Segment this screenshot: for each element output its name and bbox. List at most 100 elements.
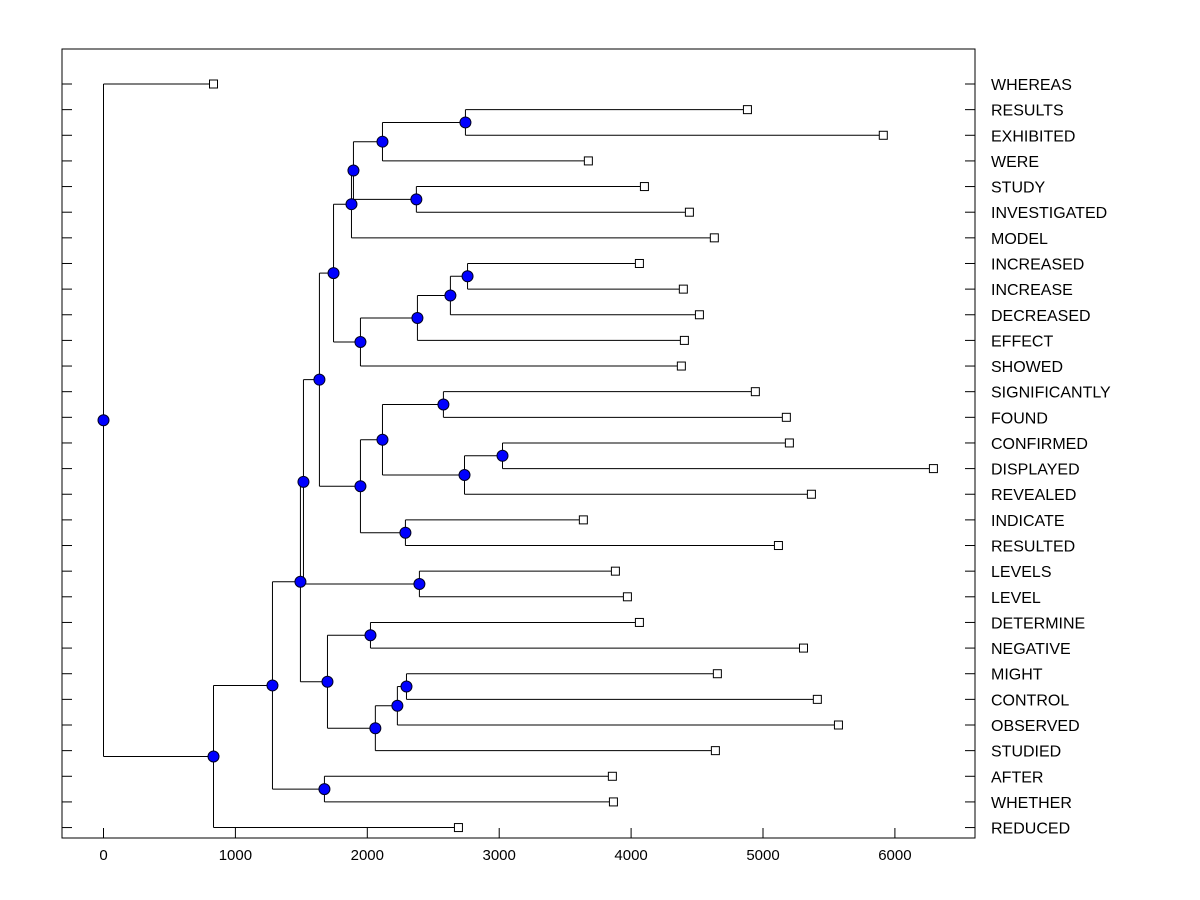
x-tick-label: 2000 (351, 847, 384, 864)
leaf-label: SIGNIFICANTLY (991, 385, 1111, 402)
leaf-label: DECREASED (991, 308, 1091, 325)
cluster-node (376, 135, 389, 148)
cluster-node (413, 577, 426, 590)
leaf-label: LEVEL (991, 590, 1041, 607)
leaf-label: CONFIRMED (991, 436, 1088, 453)
cluster-node (207, 750, 220, 763)
cluster-node (437, 398, 450, 411)
cluster-node (399, 526, 412, 539)
leaf-marker (878, 130, 888, 140)
leaf-marker (742, 105, 752, 115)
leaf-label: REDUCED (991, 821, 1070, 838)
leaf-marker (209, 79, 219, 89)
cluster-node (354, 480, 367, 493)
x-tick-label: 1000 (219, 847, 252, 864)
cluster-node (411, 311, 424, 324)
leaf-label: LEVELS (991, 564, 1051, 581)
cluster-node (496, 449, 509, 462)
cluster-node (354, 336, 367, 349)
leaf-marker (712, 669, 722, 679)
cluster-node (410, 193, 423, 206)
leaf-label: FOUND (991, 410, 1048, 427)
leaf-marker (798, 643, 808, 653)
leaf-marker (678, 284, 688, 294)
x-tick-label: 4000 (614, 847, 647, 864)
cluster-node (347, 164, 360, 177)
cluster-node (391, 699, 404, 712)
cluster-node (458, 469, 471, 482)
leaf-label: MIGHT (991, 667, 1043, 684)
leaf-marker (634, 617, 644, 627)
cluster-node (297, 475, 310, 488)
cluster-node (97, 414, 110, 427)
leaf-marker (639, 182, 649, 192)
plot-frame (61, 48, 976, 839)
leaf-marker (694, 310, 704, 320)
leaf-label: WHEREAS (991, 77, 1072, 94)
leaf-labels: WHEREAS RESULTS EXHIBITED WERE STUDY INVESTIG… (991, 77, 1111, 838)
leaf-marker (784, 438, 794, 448)
leaf-marker (634, 258, 644, 268)
x-tick-label: 0 (99, 847, 107, 864)
cluster-node (400, 680, 413, 693)
leaf-label: INCREASED (991, 256, 1084, 273)
cluster-node (459, 116, 472, 129)
leaf-label: INVESTIGATED (991, 205, 1107, 222)
leaf-marker (610, 566, 620, 576)
leaf-marker (710, 746, 720, 756)
branches (103, 83, 934, 829)
leaf-marker (812, 694, 822, 704)
x-tick-label: 3000 (483, 847, 516, 864)
leaf-marker (578, 515, 588, 525)
leaf-label: CONTROL (991, 692, 1069, 709)
leaf-label: WERE (991, 154, 1039, 171)
cluster-node (327, 267, 340, 280)
cluster-node (266, 679, 279, 692)
x-tick-label: 6000 (878, 847, 911, 864)
leaf-marker (583, 156, 593, 166)
leaf-marker (833, 720, 843, 730)
leaf-label: DISPLAYED (991, 462, 1080, 479)
markers (97, 79, 938, 833)
leaf-marker (453, 823, 463, 833)
cluster-node (345, 198, 358, 211)
x-tick-label: 5000 (746, 847, 779, 864)
leaf-label: SHOWED (991, 359, 1063, 376)
cluster-node (461, 270, 474, 283)
leaf-label: WHETHER (991, 795, 1072, 812)
leaf-marker (679, 335, 689, 345)
leaf-label: EXHIBITED (991, 128, 1075, 145)
leaf-label: INDICATE (991, 513, 1064, 530)
leaf-marker (709, 233, 719, 243)
leaf-marker (806, 489, 816, 499)
leaf-label: RESULTED (991, 539, 1075, 556)
leaf-label: AFTER (991, 769, 1043, 786)
cluster-node (364, 629, 377, 642)
cluster-node (318, 783, 331, 796)
cluster-node (313, 373, 326, 386)
leaf-label: MODEL (991, 231, 1048, 248)
cluster-node (376, 433, 389, 446)
leaf-label: REVEALED (991, 487, 1076, 504)
leaf-marker (622, 592, 632, 602)
leaf-label: NEGATIVE (991, 641, 1071, 658)
leaf-marker (750, 387, 760, 397)
leaf-marker (607, 771, 617, 781)
cluster-node (444, 289, 457, 302)
leaf-marker (684, 207, 694, 217)
leaf-marker (781, 412, 791, 422)
leaf-label: STUDY (991, 180, 1046, 197)
leaf-label: OBSERVED (991, 718, 1080, 735)
leaf-label: RESULTS (991, 103, 1064, 120)
leaf-marker (928, 464, 938, 474)
leaf-label: DETERMINE (991, 615, 1085, 632)
leaf-label: INCREASE (991, 282, 1073, 299)
leaf-label: EFFECT (991, 333, 1053, 350)
leaf-label: STUDIED (991, 744, 1061, 761)
leaf-marker (608, 797, 618, 807)
leaf-marker (676, 361, 686, 371)
cluster-node (321, 675, 334, 688)
cluster-node (294, 575, 307, 588)
leaf-marker (773, 541, 783, 551)
